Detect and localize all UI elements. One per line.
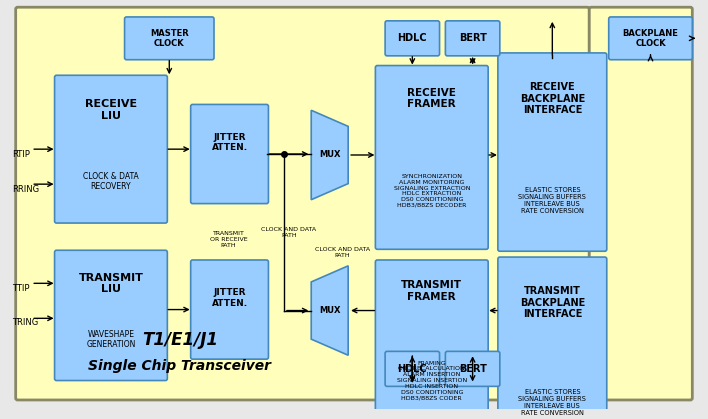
- Text: MUX: MUX: [319, 306, 341, 315]
- Text: CLOCK & DATA
RECOVERY: CLOCK & DATA RECOVERY: [83, 171, 139, 191]
- Text: ELASTIC STORES
SIGNALING BUFFERS
INTERLEAVE BUS
RATE CONVERSION: ELASTIC STORES SIGNALING BUFFERS INTERLE…: [518, 187, 586, 214]
- Text: BERT: BERT: [459, 34, 486, 43]
- Text: RECEIVE
BACKPLANE
INTERFACE: RECEIVE BACKPLANE INTERFACE: [520, 82, 585, 115]
- Text: SYNCHRONIZATION
ALARM MONITORING
SIGNALING EXTRACTION
HDLC EXTRACTION
DS0 CONDIT: SYNCHRONIZATION ALARM MONITORING SIGNALI…: [394, 174, 470, 208]
- Text: TTIP: TTIP: [12, 284, 29, 293]
- Text: JITTER
ATTEN.: JITTER ATTEN.: [212, 133, 248, 152]
- FancyBboxPatch shape: [385, 21, 440, 56]
- FancyBboxPatch shape: [589, 7, 692, 400]
- Polygon shape: [312, 266, 348, 355]
- FancyBboxPatch shape: [498, 257, 607, 419]
- Polygon shape: [312, 110, 348, 200]
- Text: FRAMING
CRC RECALCULATION
ALARM INSERTION
SIGNALING INSERTION
HDLC INSERTION
DS0: FRAMING CRC RECALCULATION ALARM INSERTIO…: [396, 361, 467, 401]
- Text: RTIP: RTIP: [12, 150, 30, 158]
- Text: BACKPLANE
CLOCK: BACKPLANE CLOCK: [622, 28, 678, 48]
- Text: RECEIVE
FRAMER: RECEIVE FRAMER: [407, 88, 456, 109]
- FancyBboxPatch shape: [375, 260, 488, 419]
- FancyBboxPatch shape: [190, 104, 268, 204]
- FancyBboxPatch shape: [190, 260, 268, 359]
- Text: TRANSMIT
OR RECEIVE
PATH: TRANSMIT OR RECEIVE PATH: [210, 231, 247, 248]
- Text: RRING: RRING: [12, 184, 39, 194]
- FancyBboxPatch shape: [445, 21, 500, 56]
- Text: Single Chip Transceiver: Single Chip Transceiver: [88, 359, 271, 373]
- FancyBboxPatch shape: [445, 352, 500, 386]
- Text: TRANSMIT
LIU: TRANSMIT LIU: [79, 272, 144, 294]
- Text: HDLC: HDLC: [397, 364, 427, 374]
- FancyBboxPatch shape: [55, 75, 167, 223]
- FancyBboxPatch shape: [16, 7, 589, 400]
- FancyBboxPatch shape: [125, 17, 214, 60]
- Text: HDLC: HDLC: [397, 34, 427, 43]
- Text: TRANSMIT
FRAMER: TRANSMIT FRAMER: [401, 280, 462, 302]
- Text: ELASTIC STORES
SIGNALING BUFFERS
INTERLEAVE BUS
RATE CONVERSION: ELASTIC STORES SIGNALING BUFFERS INTERLE…: [518, 389, 586, 416]
- Text: MUX: MUX: [319, 150, 341, 160]
- Text: BERT: BERT: [459, 364, 486, 374]
- FancyBboxPatch shape: [498, 53, 607, 251]
- Text: TRANSMIT
BACKPLANE
INTERFACE: TRANSMIT BACKPLANE INTERFACE: [520, 286, 585, 319]
- Text: WAVESHAPE
GENERATION: WAVESHAPE GENERATION: [86, 330, 136, 349]
- FancyBboxPatch shape: [609, 17, 692, 60]
- Text: T1/E1/J1: T1/E1/J1: [142, 331, 218, 349]
- FancyBboxPatch shape: [385, 352, 440, 386]
- FancyBboxPatch shape: [375, 65, 488, 249]
- Text: JITTER
ATTEN.: JITTER ATTEN.: [212, 288, 248, 308]
- Text: RECEIVE
LIU: RECEIVE LIU: [85, 99, 137, 121]
- Text: CLOCK AND DATA
PATH: CLOCK AND DATA PATH: [261, 228, 316, 238]
- Text: MASTER
CLOCK: MASTER CLOCK: [150, 28, 188, 48]
- Text: TRING: TRING: [12, 318, 38, 327]
- Text: CLOCK AND DATA
PATH: CLOCK AND DATA PATH: [315, 247, 370, 258]
- FancyBboxPatch shape: [55, 250, 167, 380]
